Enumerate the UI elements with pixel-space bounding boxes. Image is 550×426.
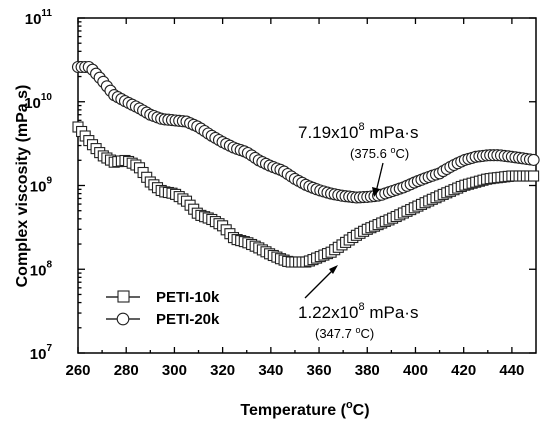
annotation-peti20k-value: 7.19x108 mPa·s	[298, 121, 418, 142]
annotation-peti20k-temp: (375.6 oC)	[350, 145, 409, 161]
annotation-peti20k-arrow	[375, 162, 384, 193]
x-tick-label: 300	[162, 362, 187, 379]
legend-marker-square	[117, 290, 130, 303]
y-tick-label: 109	[30, 176, 53, 196]
x-tick-label: 320	[210, 362, 235, 379]
series-layer	[71, 60, 540, 268]
x-tick-label: 360	[307, 362, 332, 379]
annotation-peti20k-arrowhead	[372, 187, 380, 197]
y-tick-label: 1010	[24, 92, 52, 112]
x-tick-label: 380	[355, 362, 380, 379]
x-tick-label: 340	[258, 362, 283, 379]
x-tick-label: 400	[403, 362, 428, 379]
annotation-peti10k-arrowhead	[329, 265, 338, 274]
series-line	[77, 126, 536, 263]
y-tick-label: 108	[30, 259, 53, 279]
data-point	[528, 170, 540, 182]
legend-label-peti-10k: PETI-10k	[156, 289, 220, 306]
legend-marker-circle	[116, 312, 130, 326]
series-peti-10k	[72, 121, 540, 268]
legend-item-peti-10k: PETI-10k	[106, 289, 220, 306]
x-tick-label: 260	[65, 362, 90, 379]
x-axis: 260 280 300 320 340 360 380 400 420 440	[65, 18, 524, 379]
x-axis-title: Temperature (oC)	[240, 399, 369, 419]
legend-item-peti-20k: PETI-20k	[106, 311, 220, 328]
annotation-peti10k-min: 1.22x108 mPa·s (347.7 oC)	[298, 265, 418, 341]
annotation-peti10k-value: 1.22x108 mPa·s	[298, 301, 418, 322]
data-point	[527, 153, 540, 166]
series-peti-20k	[71, 60, 540, 204]
x-tick-label: 420	[451, 362, 476, 379]
y-tick-label: 107	[30, 343, 53, 363]
annotation-peti20k-min: 7.19x108 mPa·s (375.6 oC)	[298, 121, 418, 197]
y-axis-title: Complex viscosity (mPa s)	[14, 85, 31, 288]
annotation-peti10k-temp: (347.7 oC)	[315, 325, 374, 341]
legend-label-peti-20k: PETI-20k	[156, 311, 220, 328]
y-axis: 107 108 109 1010 1011	[24, 8, 536, 363]
x-tick-label: 440	[499, 362, 524, 379]
annotation-peti10k-arrow	[304, 267, 336, 299]
x-tick-label: 280	[114, 362, 139, 379]
legend: PETI-10k PETI-20k	[106, 289, 220, 328]
y-tick-label: 1011	[25, 8, 53, 28]
